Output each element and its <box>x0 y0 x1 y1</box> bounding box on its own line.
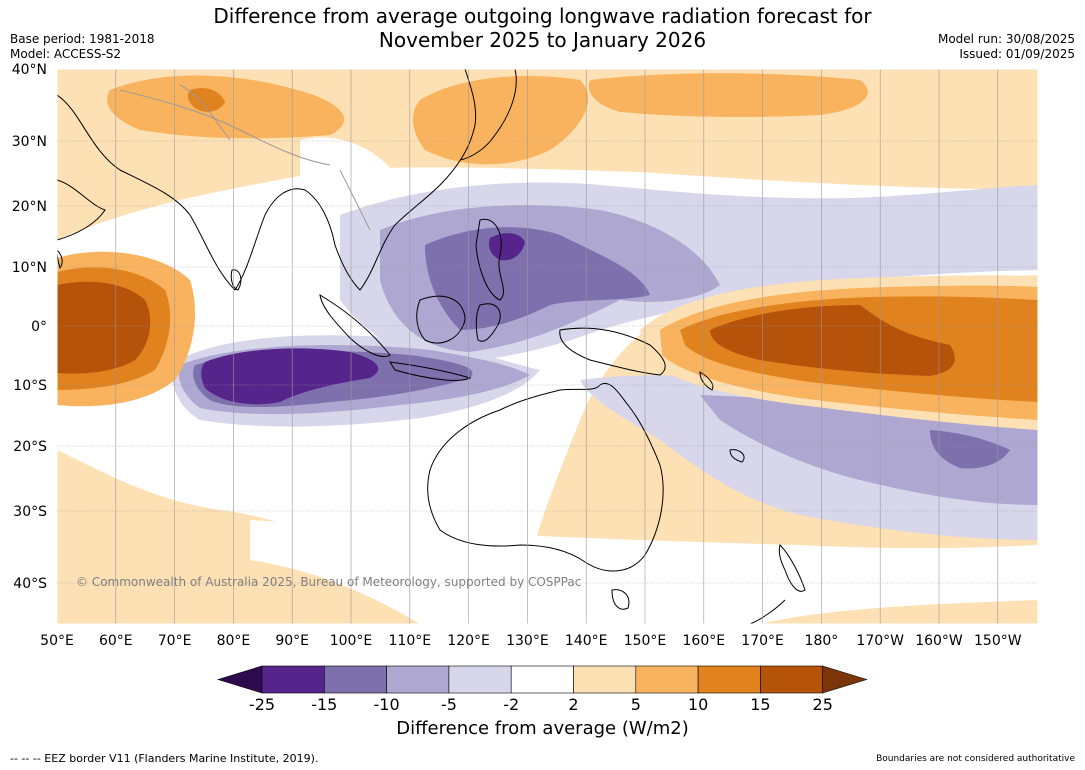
latitude-label: 20°N <box>12 199 47 215</box>
positive-anomaly-level2-eastasia <box>413 76 589 165</box>
longitude-label: 170°W <box>856 633 904 649</box>
chart-title: Difference from average outgoing longwav… <box>0 4 1085 52</box>
longitude-labels: 50°E 60°E 70°E 80°E 90°E 100°E 110°E 120°E 130°E… <box>40 633 1022 649</box>
latitude-label: 0° <box>31 319 47 335</box>
colorbar-segment <box>323 665 387 694</box>
longitude-label: 180° <box>805 633 839 649</box>
sulawesi-coastline <box>475 303 501 342</box>
longitude-label: 130°E <box>506 633 549 649</box>
border-line-1 <box>119 89 331 166</box>
fiji-coastline <box>729 449 745 463</box>
longitude-label: 60°E <box>99 633 133 649</box>
japan-coastline <box>459 69 517 161</box>
chart-title-line2: November 2025 to January 2026 <box>378 28 707 52</box>
border-line-3 <box>179 84 231 141</box>
negative-anomaly-core-north <box>488 233 525 261</box>
latitude-label: 40°N <box>12 62 47 78</box>
latitude-label: 40°S <box>13 576 47 592</box>
model-run-text: Model run: 30/08/2025 <box>937 32 1075 46</box>
colorbar-tick-label: 25 <box>813 695 833 714</box>
near-average-zone-north <box>300 137 400 190</box>
arabia-coastline <box>57 179 106 241</box>
colorbar-tick-label: 10 <box>688 695 708 714</box>
colorbar-tick-label: -5 <box>441 695 457 714</box>
colorbar-tick-label: -25 <box>249 695 275 714</box>
longitude-label: 80°E <box>217 633 251 649</box>
longitude-label: 160°E <box>683 633 726 649</box>
colorbar-tick-label: 5 <box>631 695 641 714</box>
longitude-label: 100°E <box>330 633 373 649</box>
new-caledonia-coastline <box>699 371 714 391</box>
latitude-label: 20°S <box>13 439 47 455</box>
issued-text: Issued: 01/09/2025 <box>959 47 1075 61</box>
longitude-label: 160°W <box>915 633 963 649</box>
new-zealand-north-coastline <box>778 544 806 592</box>
colorbar-segment <box>448 665 512 694</box>
tasmania-coastline <box>611 589 630 610</box>
longitude-label: 150°E <box>624 633 667 649</box>
latitude-label: 30°S <box>13 504 47 520</box>
model-text: Model: ACCESS-S2 <box>10 47 122 61</box>
chart-title-line1: Difference from average outgoing longwav… <box>213 4 872 28</box>
longitude-label: 110°E <box>389 633 432 649</box>
positive-anomaly-core-west <box>57 281 151 374</box>
philippines-coastline <box>475 218 505 301</box>
new-guinea-coastline <box>559 327 666 376</box>
colorbar-segment <box>261 665 325 694</box>
longitude-label: 140°E <box>565 633 608 649</box>
colorbar: -25 -15 -10 -5 -2 2 5 10 15 25 <box>216 665 868 714</box>
positive-anomaly-level2-tibet <box>107 75 345 139</box>
longitude-label: 70°E <box>158 633 192 649</box>
java-coastline <box>389 361 472 381</box>
meta-right: Model run: 30/08/2025 Issued: 01/09/2025 <box>938 32 1075 62</box>
latitude-label: 10°S <box>13 378 47 394</box>
borneo-coastline <box>416 295 466 344</box>
colorbar-extend-min <box>216 665 263 694</box>
map-frame <box>56 68 1039 625</box>
colorbar-tick-label: 2 <box>568 695 578 714</box>
map-area <box>57 69 1038 624</box>
colorbar-segment <box>697 665 761 694</box>
australia-coastline <box>427 382 664 572</box>
asia-mainland-coastline <box>57 69 477 291</box>
colorbar-segment <box>510 665 574 694</box>
sumatra-coastline <box>319 294 391 357</box>
new-zealand-south-coastline <box>749 599 786 624</box>
meta-left: Base period: 1981-2018 Model: ACCESS-S2 <box>10 32 155 62</box>
negative-anomaly-level3-south <box>930 430 1010 469</box>
colorbar-segment <box>635 665 699 694</box>
latitude-label: 30°N <box>12 134 47 150</box>
colorbar-tick-label: -10 <box>374 695 400 714</box>
positive-anomaly-core-pacific <box>710 305 955 376</box>
longitude-label: 170°E <box>741 633 784 649</box>
positive-anomaly-level3-tibet <box>187 88 225 112</box>
colorbar-segment <box>760 665 824 694</box>
eez-note: -- -- -- EEZ border V11 (Flanders Marine… <box>10 752 319 765</box>
latitude-label: 10°N <box>12 260 47 276</box>
longitude-label: 150°W <box>974 633 1022 649</box>
longitude-label: 90°E <box>275 633 309 649</box>
negative-anomaly-core-west <box>201 348 379 405</box>
country-borders <box>119 84 371 231</box>
longitude-label: 120°E <box>447 633 490 649</box>
base-period-text: Base period: 1981-2018 <box>10 32 155 46</box>
colorbar-label: Difference from average (W/m2) <box>396 718 689 739</box>
border-line-2 <box>339 169 371 231</box>
colorbar-extend-max <box>822 665 868 694</box>
colorbar-segment <box>386 665 450 694</box>
latitude-labels: 40°N 30°N 20°N 10°N 0° 10°S 20°S 30°S 40°S <box>12 62 47 592</box>
positive-anomaly-level2-pacific-north <box>588 73 868 117</box>
colorbar-tick-label: -2 <box>503 695 519 714</box>
sri-lanka-coastline <box>230 269 242 291</box>
boundaries-disclaimer: Boundaries are not considered authoritat… <box>876 754 1075 764</box>
colorbar-tick-label: -15 <box>311 695 337 714</box>
coastlines <box>57 69 806 624</box>
near-average-zone-south <box>250 520 1038 624</box>
colorbar-tick-label: 15 <box>750 695 770 714</box>
longitude-label: 50°E <box>40 633 74 649</box>
copyright-text: © Commonwealth of Australia 2025, Bureau… <box>76 575 581 589</box>
colorbar-segment <box>573 665 637 694</box>
